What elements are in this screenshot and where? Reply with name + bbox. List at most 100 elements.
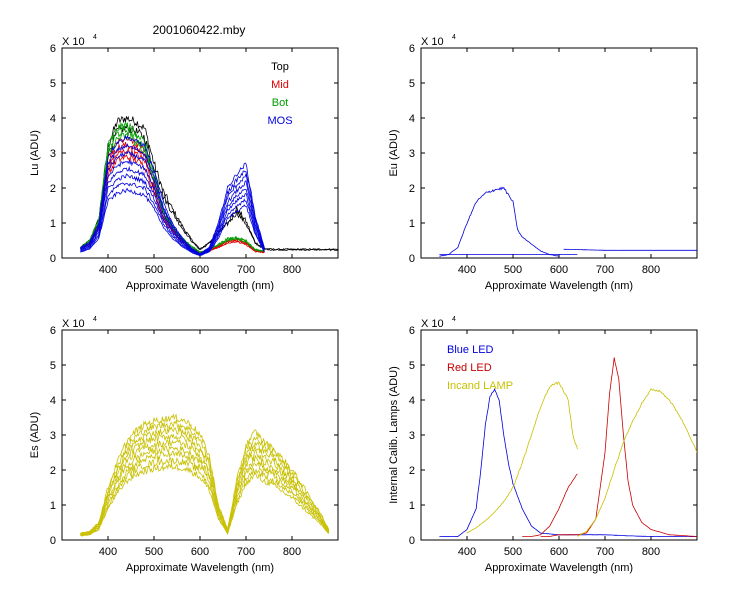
panel-eu: 0 1 2 3 4 5 6 400 500 600 700 800 X 10 4 Approximate W… <box>388 34 698 292</box>
plot-frame <box>61 47 339 259</box>
y-tick-label: 5 <box>50 360 56 372</box>
x-tick-label: 800 <box>642 546 660 558</box>
y-tick-label: 1 <box>50 218 56 230</box>
legend-entry-mid: Mid <box>271 79 289 91</box>
y-tick-label: 0 <box>409 535 415 547</box>
y-tick-label: 2 <box>409 183 415 195</box>
series-group <box>439 357 697 538</box>
x-tick-label: 800 <box>283 264 301 276</box>
panel-lu: 0 1 2 3 4 5 6 400 500 600 700 800 X 10 4 Approximate W… <box>29 34 339 292</box>
series-line-es <box>80 438 330 536</box>
y-tick-label: 3 <box>409 430 415 442</box>
figure-title: 2001060422.mby <box>153 23 246 37</box>
axis-multiplier: X 10 <box>421 318 444 330</box>
series-line-mos <box>80 134 265 255</box>
x-tick-label: 600 <box>550 264 568 276</box>
y-tick-label: 3 <box>50 430 56 442</box>
series-line-incand-lamp <box>466 381 578 534</box>
x-tick-label: 400 <box>99 546 117 558</box>
series-group <box>80 115 338 256</box>
x-axis-label: Approximate Wavelength (nm) <box>126 280 274 292</box>
y-axis-label: Internal Calib. Lamps (ADU) <box>388 366 400 504</box>
series-line-eu-tail <box>563 248 697 251</box>
x-tick-label: 400 <box>99 264 117 276</box>
series-line-mos <box>80 188 265 256</box>
y-tick-label: 4 <box>409 395 415 407</box>
y-tick-label: 5 <box>409 360 415 372</box>
legend-entry-red-led: Red LED <box>447 362 492 374</box>
series-line-mos <box>80 159 265 255</box>
y-axis-label: Lu (ADU) <box>29 130 41 176</box>
x-tick-label: 500 <box>145 264 163 276</box>
series-line-bot <box>80 132 265 254</box>
axis-multiplier: X 10 <box>421 36 444 48</box>
x-tick-label: 700 <box>596 546 614 558</box>
x-tick-label: 500 <box>504 264 522 276</box>
axis-multiplier-exponent: 4 <box>93 34 97 41</box>
series-line-mid <box>80 154 265 254</box>
y-tick-label: 6 <box>409 43 415 55</box>
axis-multiplier: X 10 <box>62 36 85 48</box>
legend-entry-incand-lamp: Incand LAMP <box>447 380 513 392</box>
y-tick-label: 1 <box>409 218 415 230</box>
series-line-mos <box>80 150 265 255</box>
y-tick-label: 1 <box>409 500 415 512</box>
axis-multiplier-exponent: 4 <box>93 316 97 323</box>
axis-multiplier: X 10 <box>62 318 85 330</box>
y-tick-label: 1 <box>50 500 56 512</box>
x-axis-label: Approximate Wavelength (nm) <box>485 562 633 574</box>
x-tick-label: 600 <box>191 264 209 276</box>
y-tick-label: 3 <box>50 148 56 160</box>
panel-lamps: 0 1 2 3 4 5 6 400 500 600 700 800 X 10 4 Approximate W… <box>388 316 698 574</box>
series-line-mos <box>80 173 265 256</box>
x-tick-label: 500 <box>504 546 522 558</box>
legend-entry-top: Top <box>271 61 289 73</box>
axis-multiplier-exponent: 4 <box>452 34 456 41</box>
x-tick-label: 800 <box>283 546 301 558</box>
x-tick-label: 700 <box>237 264 255 276</box>
series-line-incand-lamp-red <box>577 387 697 537</box>
x-tick-label: 700 <box>596 264 614 276</box>
y-tick-label: 5 <box>50 78 56 90</box>
x-axis-label: Approximate Wavelength (nm) <box>126 562 274 574</box>
series-line-eu <box>439 186 559 257</box>
series-group <box>439 186 697 257</box>
y-tick-label: 0 <box>409 253 415 265</box>
x-tick-label: 400 <box>458 264 476 276</box>
x-tick-label: 800 <box>642 264 660 276</box>
series-line-red-led <box>540 357 697 538</box>
y-tick-label: 6 <box>409 325 415 337</box>
x-tick-label: 500 <box>145 546 163 558</box>
x-axis-label: Approximate Wavelength (nm) <box>485 280 633 292</box>
y-tick-label: 0 <box>50 535 56 547</box>
series-line-es <box>80 457 330 537</box>
y-tick-label: 2 <box>50 465 56 477</box>
y-tick-label: 4 <box>50 113 56 125</box>
y-tick-label: 6 <box>50 325 56 337</box>
series-line-blue-led <box>439 388 697 538</box>
series-line-mos <box>80 182 265 256</box>
y-axis-label: Es (ADU) <box>29 412 41 458</box>
series-line-es <box>80 444 330 536</box>
y-tick-label: 6 <box>50 43 56 55</box>
series-group <box>80 413 330 537</box>
series-line-mos <box>80 165 265 256</box>
series-line-mos <box>80 143 265 255</box>
series-line-es <box>80 413 330 534</box>
y-tick-label: 5 <box>409 78 415 90</box>
legend-entry-mos: MOS <box>267 115 292 127</box>
plot-frame <box>420 47 698 259</box>
legend-entry-bot: Bot <box>272 97 289 109</box>
y-axis-label: Eu (ADU) <box>388 129 400 176</box>
x-tick-label: 700 <box>237 546 255 558</box>
x-tick-label: 400 <box>458 546 476 558</box>
series-line-red-led-partial <box>522 473 578 537</box>
x-tick-label: 600 <box>191 546 209 558</box>
series-line-es <box>80 419 330 535</box>
y-tick-label: 0 <box>50 253 56 265</box>
y-tick-label: 2 <box>50 183 56 195</box>
series-line-es <box>80 450 330 536</box>
legend-entry-blue-led: Blue LED <box>447 344 494 356</box>
y-tick-label: 4 <box>409 113 415 125</box>
